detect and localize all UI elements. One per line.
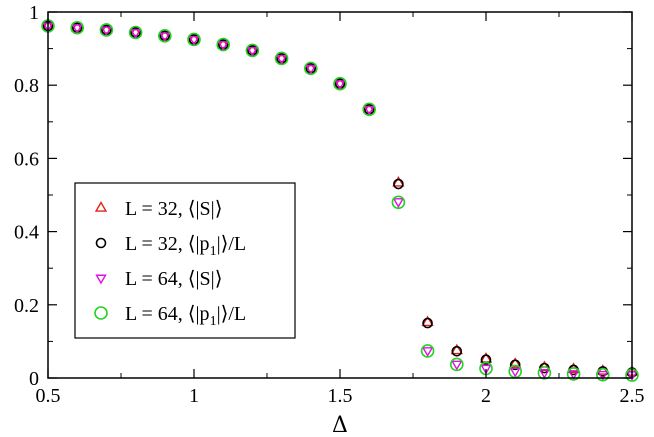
data-point [275, 51, 288, 63]
data-point [333, 76, 347, 91]
data-point [217, 37, 230, 49]
data-point [159, 32, 171, 43]
data-point [509, 367, 521, 378]
legend-box [74, 182, 296, 339]
data-point [99, 23, 114, 37]
data-point [450, 343, 463, 355]
data-point [100, 26, 113, 37]
x-tick-label: 2.5 [620, 385, 645, 407]
data-point [567, 370, 580, 381]
data-point [509, 359, 521, 371]
data-point [363, 102, 376, 114]
legend-marker [95, 274, 107, 285]
data-point [305, 64, 317, 75]
x-tick-label: 1.5 [328, 385, 353, 407]
data-point [597, 370, 609, 381]
data-point [392, 176, 405, 187]
y-tick-label: 0.6 [14, 148, 39, 170]
data-point [100, 23, 113, 34]
legend-marker [95, 237, 107, 249]
legend-marker [94, 201, 108, 212]
data-point [71, 20, 84, 32]
y-tick-label: 0.8 [14, 75, 39, 97]
data-point [391, 195, 406, 210]
data-point [304, 61, 317, 73]
data-point [333, 76, 347, 88]
legend: L = 32, ⟨|S|⟩ L = 32, ⟨|p1|⟩/L L = 64, ⟨|S… [74, 182, 296, 339]
y-tick-label: 0.2 [14, 295, 39, 317]
data-point [509, 357, 522, 368]
data-point [187, 32, 201, 44]
data-point [393, 178, 404, 190]
x-axis-title: Δ [332, 413, 348, 437]
x-tick-label: 2 [481, 385, 491, 407]
data-point [275, 55, 288, 65]
data-point [158, 28, 171, 40]
legend-label: L = 32, ⟨|p1|⟩/L [125, 233, 246, 259]
data-point [245, 43, 260, 58]
data-point [188, 36, 200, 46]
x-tick-label: 0.5 [36, 385, 61, 407]
data-point [362, 102, 377, 117]
axis-ticks: 0.5 1 1.5 2 2.5 0 0.2 0.4 0.6 0.8 1 [14, 2, 645, 407]
data-point [538, 369, 551, 379]
data-point [274, 51, 289, 66]
data-point [363, 105, 375, 116]
data-point [246, 46, 259, 57]
data-point [566, 367, 581, 381]
data-point [303, 61, 318, 76]
data-point [187, 32, 201, 47]
y-tick-label: 1 [29, 2, 39, 24]
data-point [420, 344, 435, 358]
data-point [480, 364, 492, 375]
data-point [129, 25, 142, 37]
data-point [70, 20, 84, 35]
data-point [451, 360, 463, 371]
legend-marker [94, 306, 108, 320]
data-point [71, 24, 83, 35]
data-point [216, 37, 230, 52]
data-point [595, 367, 610, 382]
data-point [480, 354, 492, 366]
legend-label: L = 32, ⟨|S|⟩ [125, 198, 223, 220]
data-point [449, 357, 464, 372]
data-point [129, 29, 142, 39]
data-point [421, 347, 434, 357]
data-point [217, 41, 229, 51]
data-point [246, 43, 259, 55]
data-point [451, 345, 463, 357]
legend-label: L = 64, ⟨|p1|⟩/L [125, 303, 246, 329]
y-tick-label: 0 [29, 368, 39, 390]
data-point [334, 80, 346, 91]
y-tick-label: 0.4 [14, 222, 39, 244]
data-point [537, 366, 552, 380]
data-point [392, 198, 405, 208]
data-point [421, 315, 434, 327]
data-point [422, 317, 433, 329]
legend-label: L = 64, ⟨|S|⟩ [125, 268, 223, 290]
data-point [128, 25, 143, 40]
plot-marks [41, 19, 639, 382]
x-tick-label: 1 [189, 385, 199, 407]
data-point [158, 28, 172, 43]
